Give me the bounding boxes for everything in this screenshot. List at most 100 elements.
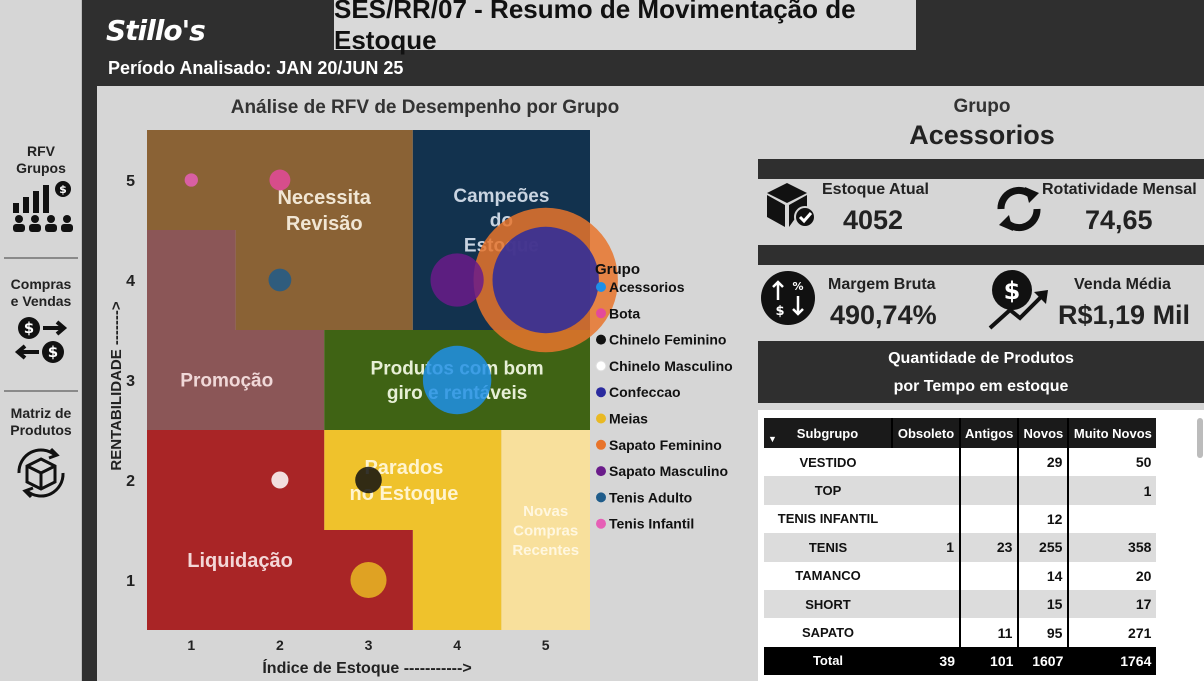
percent-arrows-icon: $ %	[761, 271, 815, 325]
bubble-meias[interactable]	[350, 561, 387, 599]
report-title-box: SES/RR/07 - Resumo de Movimentação de Es…	[334, 0, 916, 55]
chart-legend[interactable]: Acessorios Bota Chinelo Feminino Chinelo Ma…	[595, 279, 733, 532]
nav-matriz-produtos[interactable]: Matriz de Produtos	[0, 405, 82, 508]
x-tick-label: 1	[187, 637, 195, 653]
col-header-subgrupo[interactable]: ▼ Subgrupo	[764, 418, 892, 448]
x-tick-label: 3	[365, 637, 373, 653]
cell-subgrupo: TAMANCO	[795, 568, 861, 584]
svg-text:$: $	[24, 319, 34, 337]
cell-value: 1	[892, 533, 960, 562]
legend-marker	[596, 387, 606, 398]
zone-label: Necessita Revisão	[277, 187, 371, 235]
kpi-margem-label: Margem Bruta	[828, 276, 936, 293]
cell-value: 255	[1017, 533, 1069, 562]
table-row[interactable]: VESTIDO 29 50	[764, 448, 1157, 477]
col-header-obsoleto[interactable]: Obsoleto	[891, 418, 960, 448]
legend-marker	[595, 360, 607, 372]
bubble-confeccao[interactable]	[492, 226, 599, 334]
stock-age-table: ▼ Subgrupo Obsoleto Antigos Novos Muito …	[764, 418, 1157, 675]
table-row[interactable]: TENIS INFANTIL 12	[764, 504, 1157, 534]
legend-item-sapato-masculino[interactable]: Sapato Masculino	[609, 463, 728, 479]
legend-item-sapato-feminino[interactable]: Sapato Feminino	[609, 437, 722, 453]
nav-label: RFV	[27, 143, 55, 159]
nav-label: e Vendas	[10, 293, 72, 309]
table-scrollbar[interactable]	[1197, 418, 1203, 458]
kpi-rotatividade-label: Rotatividade Mensal	[1042, 181, 1197, 198]
table-total-row: Total 39 101 1607 1764	[764, 646, 1157, 675]
table-row[interactable]: TENIS 1 23 255 358	[764, 533, 1157, 562]
zone-label: Novas Compras Recentes	[512, 503, 579, 559]
legend-marker	[596, 439, 606, 450]
kpi-margem-value: 490,74%	[830, 300, 937, 330]
col-header-novos[interactable]: Novos	[1017, 418, 1069, 448]
bubble-chinelo-masculino[interactable]	[271, 471, 289, 489]
legend-item-tenis-adulto[interactable]: Tenis Adulto	[609, 489, 692, 505]
nav-compras-vendas[interactable]: Compras e Vendas $ $	[0, 276, 82, 371]
total-novos: 1607	[1018, 646, 1069, 675]
qty-title: Quantidade de Produtos por Tempo em esto…	[758, 341, 1204, 403]
bubble-chinelo-feminino[interactable]	[355, 466, 382, 494]
cell-value: 358	[1067, 533, 1157, 562]
box-check-icon	[767, 183, 816, 228]
table-row[interactable]: TAMANCO 14 20	[764, 561, 1157, 590]
bubble-acessorios[interactable]	[422, 345, 492, 415]
legend-item-acessorios[interactable]: Acessorios	[609, 279, 685, 295]
stock-age-table-container: ▼ Subgrupo Obsoleto Antigos Novos Muito …	[758, 410, 1204, 681]
nav-label: Matriz de	[10, 405, 72, 421]
qty-title-line2: por Tempo em estoque	[893, 378, 1069, 395]
rotate-arrows-icon	[997, 186, 1041, 232]
col-header-muito-novos[interactable]: Muito Novos	[1067, 418, 1157, 448]
total-muito-novos: 1764	[1068, 646, 1157, 675]
cell-subgrupo: TENIS INFANTIL	[777, 511, 879, 527]
bar-chart-people-icon: $	[13, 181, 73, 232]
group-filter-value[interactable]: Acessorios	[909, 120, 1055, 150]
y-tick-label: 1	[126, 573, 135, 590]
legend-item-chinelo-masculino[interactable]: Chinelo Masculino	[609, 358, 733, 374]
sort-desc-icon[interactable]: ▼	[768, 434, 777, 444]
nav-label: Compras	[10, 276, 72, 292]
nav-rfv-grupos[interactable]: RFV Grupos $	[0, 143, 82, 240]
cell-value	[958, 448, 1019, 477]
period-label: Período Analisado: JAN 20/JUN 25	[108, 58, 404, 78]
legend-item-confeccao[interactable]: Confeccao	[609, 384, 681, 400]
svg-text:$: $	[1004, 277, 1021, 305]
nav-divider	[4, 257, 78, 259]
cell-subgrupo: TOP	[764, 476, 892, 505]
cell-value	[1017, 476, 1069, 505]
chart-y-label: RENTABILIDADE ------->	[108, 301, 125, 471]
col-header-antigos[interactable]: Antigos	[958, 418, 1019, 448]
zone-novas-compras-recentes	[501, 430, 590, 630]
cell-value	[958, 561, 1019, 590]
legend-item-tenis-infantil[interactable]: Tenis Infantil	[609, 516, 694, 532]
cell-value	[958, 476, 1019, 505]
legend-marker	[596, 518, 606, 529]
table-row[interactable]: SAPATO 11 95 271	[764, 618, 1157, 647]
legend-item-meias[interactable]: Meias	[609, 411, 648, 427]
bubble-bota[interactable]	[269, 169, 291, 191]
cell-value: 23	[958, 533, 1019, 562]
cell-value: 11	[958, 618, 1019, 647]
kpi-estoque-label: Estoque Atual	[822, 181, 929, 198]
x-tick-label: 4	[453, 637, 461, 653]
cell-value: 12	[1017, 504, 1069, 534]
cell-value: 1	[1067, 476, 1157, 505]
table-row[interactable]: TOP 1	[764, 476, 1157, 505]
kpi-venda-label: Venda Média	[1074, 276, 1171, 293]
product-box-cycle-icon	[17, 447, 65, 499]
cell-value: 50	[1067, 448, 1157, 477]
legend-item-chinelo-feminino[interactable]: Chinelo Feminino	[609, 332, 726, 348]
zone-necessita-revis-o	[147, 130, 413, 330]
svg-text:$: $	[775, 304, 784, 319]
bubble-tenis-infantil[interactable]	[184, 173, 198, 187]
x-tick-label: 5	[542, 637, 550, 653]
bubble-tenis-adulto[interactable]	[268, 268, 292, 292]
chart-ticks: 1 2 3 4 5 1 2 3 4 5	[126, 173, 550, 653]
legend-item-bota[interactable]: Bota	[609, 305, 640, 321]
cell-subgrupo: SAPATO	[801, 625, 854, 641]
table-row[interactable]: SHORT 15 17	[764, 589, 1157, 619]
svg-text:%: %	[792, 280, 803, 293]
svg-text:$: $	[48, 343, 58, 361]
bubble-sapato-masculino[interactable]	[430, 253, 484, 307]
legend-marker	[596, 466, 606, 477]
